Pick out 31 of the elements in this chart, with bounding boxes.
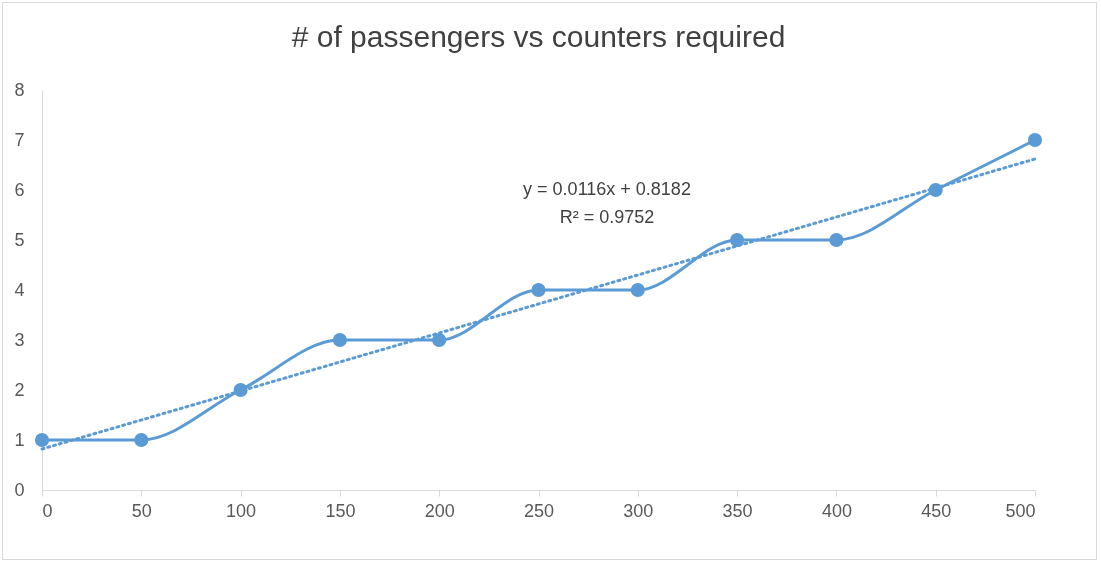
annotation: R² = 0.9752 <box>559 207 655 227</box>
point <box>829 232 844 248</box>
y-tick-label: 7 <box>14 129 25 150</box>
point <box>531 282 546 298</box>
x-tick-label: 450 <box>921 500 952 521</box>
x-tick-label: 400 <box>821 500 852 521</box>
y-tick-label: 5 <box>14 229 25 250</box>
y-tick-label: 2 <box>14 379 25 400</box>
point <box>134 432 149 448</box>
x-tick-label: 100 <box>226 500 257 521</box>
x-tick-label: 150 <box>325 500 356 521</box>
y-tick-label: 8 <box>14 79 25 100</box>
y-tick-label: 6 <box>14 179 25 200</box>
point <box>34 432 50 448</box>
point <box>432 332 447 348</box>
x-tick-label: 500 <box>1005 500 1036 521</box>
x-tick-label: 350 <box>722 500 753 521</box>
x-tick-label: 250 <box>523 500 555 521</box>
x-tick-label: 200 <box>424 500 455 521</box>
x-tick-label: 0 <box>42 500 53 521</box>
x-tick-label: 50 <box>131 500 152 521</box>
y-tick-label: 3 <box>14 329 25 350</box>
chart-title: # of passengers vs counters required <box>291 20 786 53</box>
point <box>332 332 347 348</box>
x-tick-label: 300 <box>623 500 654 521</box>
annotation: y = 0.0116x + 0.8182 <box>523 179 691 199</box>
y-tick-label: 1 <box>14 429 25 450</box>
y-tick-label: 0 <box>14 479 25 500</box>
point <box>630 282 645 298</box>
y-tick-label: 4 <box>14 279 25 300</box>
point <box>1027 132 1043 148</box>
